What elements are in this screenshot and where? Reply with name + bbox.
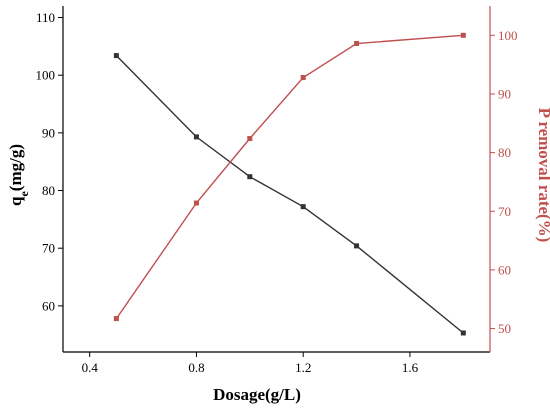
left-tick-label: 90 [42, 125, 55, 140]
x-axis-title: Dosage(g/L) [213, 385, 301, 404]
series-2-point [113, 316, 119, 322]
series-1-line [115, 55, 464, 334]
left-tick-label: 110 [36, 10, 55, 25]
series-1-point [354, 243, 360, 249]
x-tick-label: 0.8 [188, 360, 204, 375]
left-tick-label: 80 [42, 183, 55, 198]
series-2-point [354, 41, 360, 47]
right-tick-label: 80 [498, 145, 511, 160]
x-tick-label: 1.6 [402, 360, 419, 375]
left-tick-label: 60 [42, 298, 55, 313]
right-axis-title: P removal rate(%) [535, 108, 550, 243]
series-1-point [113, 53, 119, 59]
series-2-point [300, 75, 306, 81]
left-axis-title: qe(mg/g) [6, 144, 31, 206]
series-2-line [115, 34, 464, 319]
right-tick-label: 60 [498, 262, 511, 277]
x-tick-label: 1.2 [295, 360, 311, 375]
series-1-point [247, 174, 253, 180]
left-tick-label: 70 [42, 241, 55, 256]
series-1-point [300, 204, 306, 210]
x-tick-label: 0.4 [82, 360, 99, 375]
right-tick-label: 90 [498, 86, 511, 101]
series-1-point [460, 330, 466, 336]
series-2-point [193, 200, 199, 206]
series-2-point [460, 32, 466, 38]
right-tick-label: 70 [498, 204, 511, 219]
series-2-point [247, 136, 253, 142]
left-tick-label: 100 [36, 68, 56, 83]
right-tick-label: 100 [498, 28, 518, 43]
series-1-point [193, 134, 199, 140]
right-tick-label: 50 [498, 321, 511, 336]
